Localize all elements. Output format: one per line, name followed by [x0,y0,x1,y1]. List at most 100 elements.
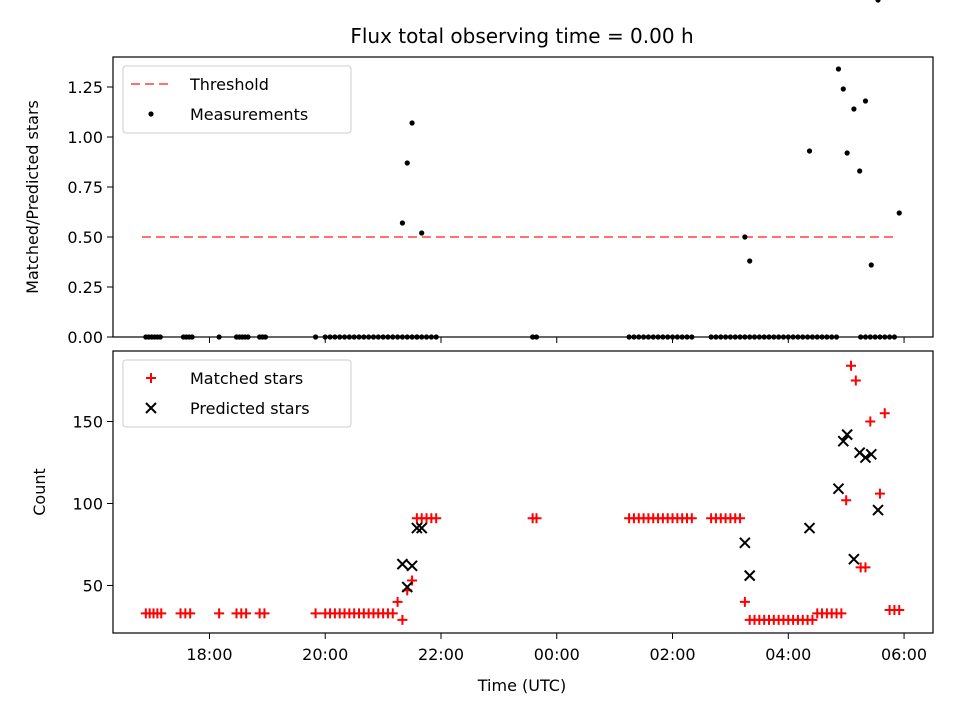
bottom-legend-box [122,359,352,428]
measurement-point [322,334,328,340]
matched-star-marker [879,408,890,419]
measurement-point [351,334,357,340]
matched-star-marker [185,608,196,619]
measurement-point [216,334,222,340]
predicted-star-marker [743,569,756,582]
measurement-point [346,334,352,340]
measurement-point [795,334,801,340]
measurement-point [872,334,878,340]
measurement-point [433,334,439,340]
measurement-point [631,334,637,340]
measurement-point [650,334,656,340]
x-tick-label: 04:00 [765,645,811,664]
measurement-point [390,334,396,340]
measurement-point [751,334,758,340]
measurement-point [361,334,367,340]
measurement-point [414,334,420,340]
measurement-point [399,334,406,340]
measurement-point [835,66,842,72]
legend-predicted-swatch [145,402,157,414]
measurement-point [891,334,898,340]
predicted-star-marker [411,522,423,534]
measurement-point [780,334,787,340]
matched-star-marker [735,513,746,524]
legend-label: Matched stars [190,369,303,388]
measurement-point [747,334,753,340]
measurement-point [157,334,163,340]
measurement-point [189,334,195,340]
measurement-point [404,334,410,340]
measurement-point [660,334,666,340]
measurement-point [419,230,425,236]
measurement-point [394,334,401,340]
matched-star-marker [392,596,403,607]
matched-star-marker [836,608,847,619]
matched-star-marker [531,513,542,524]
bottom-panel: 50 100 150 18:00 20:00 22:00 00:00 02:00 04:00 0… [30,350,934,664]
measurement-point [844,150,850,156]
bottom-y-tick-label: 150 [72,413,103,432]
x-tick-label: 02:00 [649,645,695,664]
measurement-point [896,210,902,216]
measurement-point [804,334,811,340]
measurement-point [419,334,425,340]
measurement-point [409,120,415,126]
matched-star-marker [894,605,905,616]
measurement-point [882,334,888,340]
x-tick-label: 22:00 [418,645,464,664]
measurement-point [366,334,372,340]
legend-label: Threshold [189,75,269,94]
measurement-point [399,220,406,226]
measurement-point [747,258,753,264]
measurement-point [626,334,632,340]
measurement-point [262,334,269,340]
measurement-point [640,334,647,340]
measurement-point [771,334,777,340]
measurement-point [742,234,748,240]
measurement-point [684,334,690,340]
x-axis-label: Time (UTC) [477,676,566,695]
measurement-point [337,334,343,340]
matched-star-marker [241,608,252,619]
measurement-point [790,334,796,340]
measurement-point [530,334,536,340]
measurement-point [380,334,386,340]
predicted-star-marker [401,581,413,593]
top-y-tick-label: 0.75 [67,178,103,197]
predicted-star-marker [739,537,751,549]
matched-star-marker [214,608,225,619]
predicted-star-marker [396,558,409,570]
measurement-point [409,334,415,340]
measurement-point [785,334,791,340]
top-y-tick-label: 1.25 [67,78,103,97]
measurement-point [679,334,685,340]
predicted-star-marker [859,451,872,464]
x-tick-label: 00:00 [534,645,580,664]
measurement-point [636,334,642,340]
matched-star-marker [686,513,697,524]
bottom-y-tick-label: 100 [72,494,103,513]
measurement-point [862,98,869,104]
measurement-point [669,334,676,340]
measurement-point [824,334,830,340]
measurement-point [776,334,782,340]
predicted-star-marker [803,522,816,534]
predicted-star-marker [865,448,877,460]
bottom-y-axis: 50 100 150 [72,413,113,595]
measurement-point [806,148,813,154]
matched-star-marker [310,608,321,619]
bottom-y-tick-label: 50 [83,576,103,595]
measurement-point [423,334,430,340]
matched-star-marker [860,562,871,573]
top-panel: 0.00 0.25 0.50 0.75 1.00 1.25 Matched/Predict… [23,0,934,347]
measurement-point [428,334,434,340]
measurement-point [341,334,348,340]
measurement-point [655,334,661,340]
measurement-point [800,334,806,340]
measurement-point [761,334,767,340]
predicted-star-marker [415,522,428,534]
top-y-tick-label: 0.00 [67,328,103,347]
predicted-star-marker [837,435,849,447]
predicted-star-marker [832,483,845,495]
